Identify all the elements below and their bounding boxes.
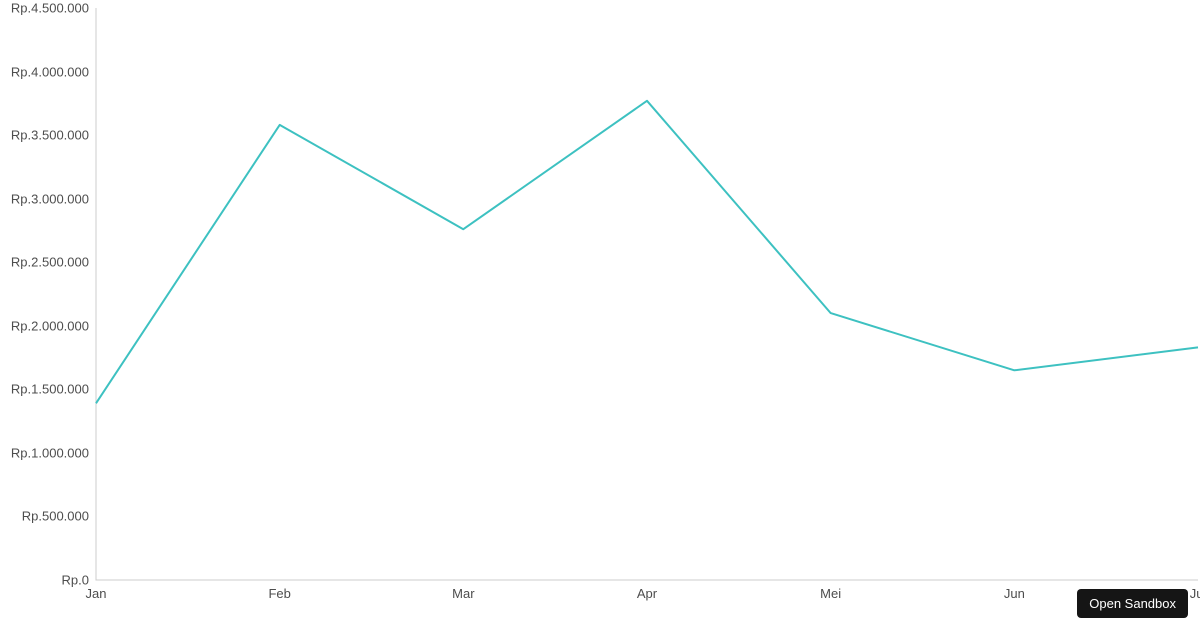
x-tick-label: Jun	[1004, 586, 1025, 601]
y-tick-label: Rp.500.000	[4, 509, 89, 524]
y-tick-label: Rp.2.500.000	[4, 255, 89, 270]
y-tick-label: Rp.4.500.000	[4, 1, 89, 16]
y-tick-label: Rp.4.000.000	[4, 64, 89, 79]
x-tick-label: Apr	[637, 586, 657, 601]
x-tick-label: Jul	[1190, 586, 1200, 601]
x-tick-label: Mei	[820, 586, 841, 601]
chart-container: Rp.0 Rp.500.000 Rp.1.000.000 Rp.1.500.000 Rp…	[0, 0, 1200, 630]
y-tick-label: Rp.2.000.000	[4, 318, 89, 333]
x-tick-label: Feb	[268, 586, 290, 601]
open-sandbox-button[interactable]: Open Sandbox	[1077, 589, 1188, 618]
data-line	[96, 101, 1198, 404]
y-tick-label: Rp.3.500.000	[4, 128, 89, 143]
y-tick-label: Rp.0	[4, 573, 89, 588]
x-tick-label: Mar	[452, 586, 474, 601]
y-tick-label: Rp.3.000.000	[4, 191, 89, 206]
line-chart-svg	[0, 0, 1200, 630]
y-tick-label: Rp.1.000.000	[4, 445, 89, 460]
x-tick-label: Jan	[86, 586, 107, 601]
y-tick-label: Rp.1.500.000	[4, 382, 89, 397]
